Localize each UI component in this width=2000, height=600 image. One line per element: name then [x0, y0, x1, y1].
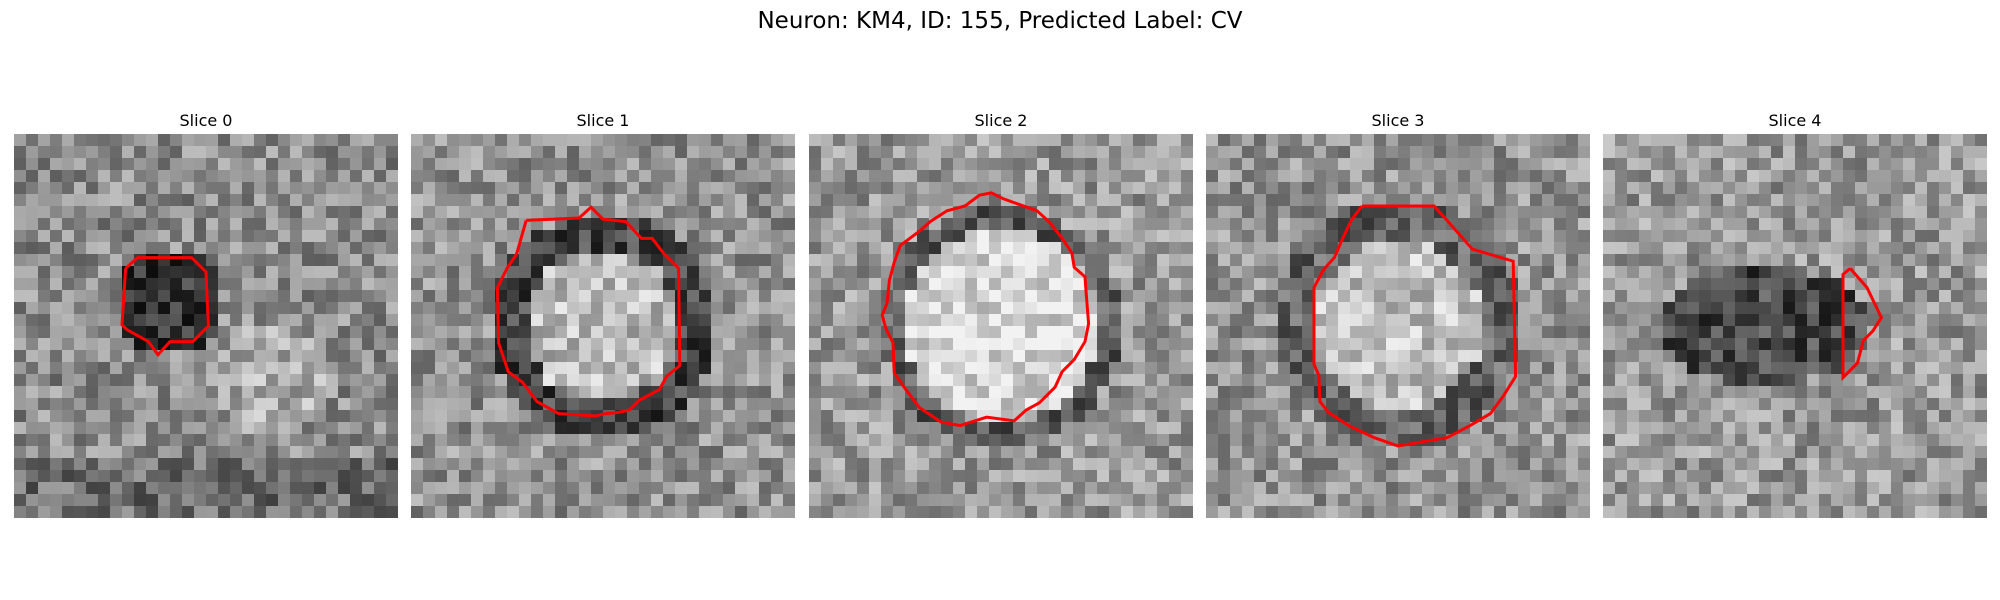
- slice-panel-1: Slice 1: [411, 108, 795, 518]
- slice-panel-2: Slice 2: [809, 108, 1193, 518]
- slice-pixels-3: [1206, 134, 1590, 518]
- slice-image-1: [411, 134, 795, 518]
- slice-title-0: Slice 0: [179, 111, 233, 130]
- slice-image-0: [14, 134, 398, 518]
- slice-panel-4: Slice 4: [1603, 108, 1987, 518]
- slice-title-1: Slice 1: [576, 111, 630, 130]
- slice-pixels-4: [1603, 134, 1987, 518]
- slice-panel-3: Slice 3: [1206, 108, 1590, 518]
- slice-title-3: Slice 3: [1371, 111, 1425, 130]
- slice-panel-0: Slice 0: [14, 108, 398, 518]
- slice-pixels-0: [14, 134, 398, 518]
- roi-contour-4: [1841, 267, 1884, 382]
- roi-contour-3: [1312, 204, 1518, 448]
- slice-image-2: [809, 134, 1193, 518]
- roi-contour-2: [880, 191, 1091, 428]
- slice-title-2: Slice 2: [974, 111, 1028, 130]
- figure-title: Neuron: KM4, ID: 155, Predicted Label: C…: [757, 8, 1243, 34]
- roi-contour-0: [120, 256, 210, 358]
- slice-title-4: Slice 4: [1768, 111, 1822, 130]
- slice-pixels-1: [411, 134, 795, 518]
- roi-contour-1: [495, 205, 682, 418]
- slice-image-3: [1206, 134, 1590, 518]
- slice-image-4: [1603, 134, 1987, 518]
- slice-pixels-2: [809, 134, 1193, 518]
